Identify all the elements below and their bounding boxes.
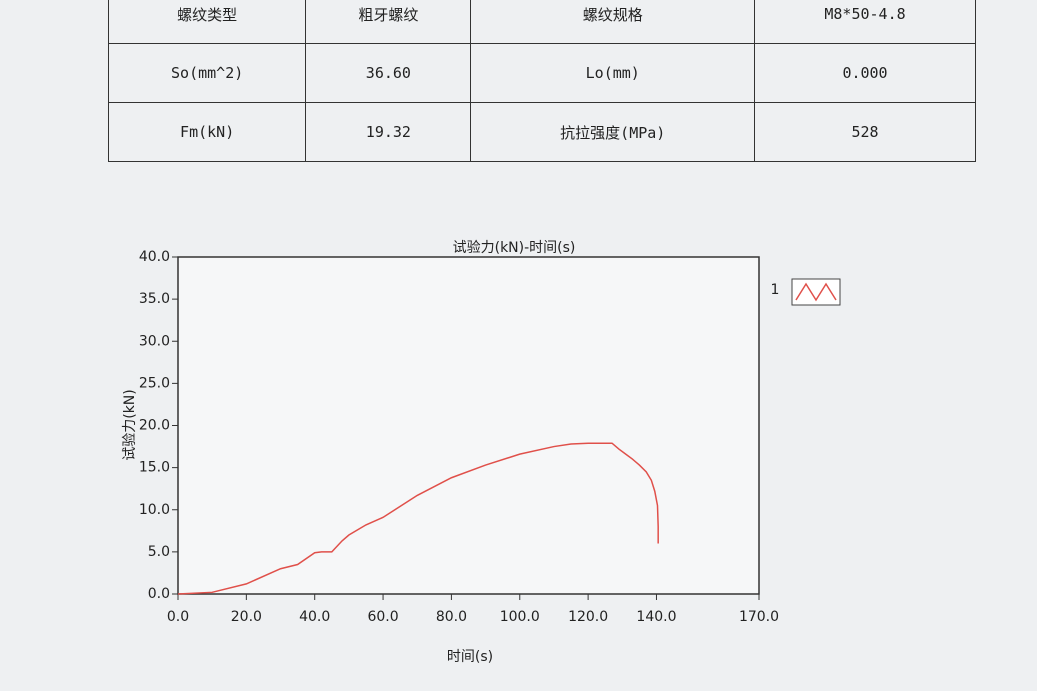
chart-title: 试验力(kN)-时间(s) xyxy=(453,240,576,256)
plot-area xyxy=(177,256,760,595)
x-tick-label: 170.0 xyxy=(739,609,779,625)
table-cell: 0.000 xyxy=(754,43,976,103)
y-tick-label: 35.0 xyxy=(139,291,170,307)
data-line xyxy=(177,442,659,595)
y-tick-label: 0.0 xyxy=(148,586,170,602)
table-row: Fm(kN) 19.32 抗拉强度(MPa) 528 xyxy=(107,102,976,162)
legend-icon xyxy=(795,282,837,302)
y-tick-label: 15.0 xyxy=(139,460,170,476)
x-tick-label: 0.0 xyxy=(167,609,189,625)
table-cell: Lo(mm) xyxy=(470,43,756,103)
info-table: 螺纹类型 粗牙螺纹 螺纹规格 M8*50-4.8 So(mm^2) 36.60 Lo(mm)… xyxy=(107,0,976,162)
y-tick-label: 40.0 xyxy=(139,249,170,265)
table-cell: 36.60 xyxy=(305,43,472,103)
table-cell: 粗牙螺纹 xyxy=(305,0,472,44)
legend-label: 1 xyxy=(771,282,780,298)
table-cell: 抗拉强度(MPa) xyxy=(470,102,756,162)
x-tick-label: 80.0 xyxy=(436,609,467,625)
y-tick-label: 30.0 xyxy=(139,333,170,349)
x-tick-label: 40.0 xyxy=(299,609,330,625)
x-tick-label: 100.0 xyxy=(500,609,540,625)
table-cell: 19.32 xyxy=(305,102,472,162)
y-tick-label: 20.0 xyxy=(139,418,170,434)
table-row: So(mm^2) 36.60 Lo(mm) 0.000 xyxy=(107,43,976,103)
table-cell: So(mm^2) xyxy=(107,43,307,103)
y-axis-label: 试验力(kN) xyxy=(122,389,138,461)
x-axis-label: 时间(s) xyxy=(447,649,493,665)
x-tick-label: 120.0 xyxy=(568,609,608,625)
x-tick-label: 20.0 xyxy=(231,609,262,625)
y-tick-label: 10.0 xyxy=(139,502,170,518)
y-tick-label: 25.0 xyxy=(139,375,170,391)
y-tick-label: 5.0 xyxy=(148,544,170,560)
x-tick-label: 60.0 xyxy=(367,609,398,625)
x-tick-label: 140.0 xyxy=(636,609,676,625)
table-cell: 螺纹类型 xyxy=(107,0,307,44)
table-cell: 528 xyxy=(754,102,976,162)
table-cell: 螺纹规格 xyxy=(470,0,756,44)
table-cell: Fm(kN) xyxy=(107,102,307,162)
